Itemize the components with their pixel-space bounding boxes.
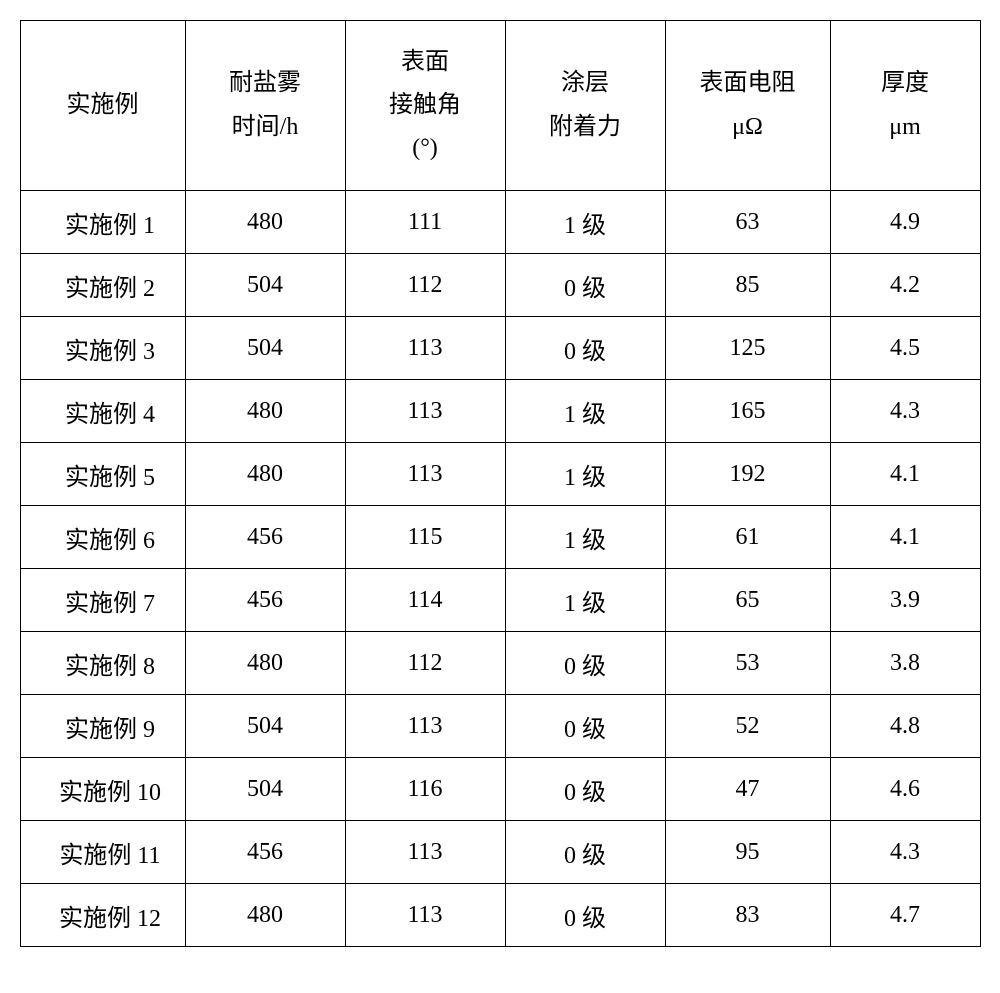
table-cell: 65 bbox=[665, 569, 830, 632]
table-cell: 113 bbox=[345, 695, 505, 758]
table-cell: 4.2 bbox=[830, 254, 980, 317]
table-cell: 63 bbox=[665, 191, 830, 254]
table-cell: 480 bbox=[185, 380, 345, 443]
table-cell: 实施例 7 bbox=[20, 569, 185, 632]
table-cell: 实施例 1 bbox=[20, 191, 185, 254]
table-cell: 192 bbox=[665, 443, 830, 506]
table-cell: 4.9 bbox=[830, 191, 980, 254]
table-cell: 实施例 12 bbox=[20, 884, 185, 947]
table-cell: 1 级 bbox=[505, 191, 665, 254]
table-cell: 4.8 bbox=[830, 695, 980, 758]
table-row: 实施例 124801130 级834.7 bbox=[20, 884, 980, 947]
header-cell-thickness: 厚度μm bbox=[830, 21, 980, 191]
table-row: 实施例 114561130 级954.3 bbox=[20, 821, 980, 884]
table-cell: 4.5 bbox=[830, 317, 980, 380]
table-cell: 4.7 bbox=[830, 884, 980, 947]
table-cell: 实施例 5 bbox=[20, 443, 185, 506]
table-cell: 1 级 bbox=[505, 506, 665, 569]
table-cell: 95 bbox=[665, 821, 830, 884]
table-cell: 112 bbox=[345, 254, 505, 317]
table-cell: 4.6 bbox=[830, 758, 980, 821]
header-cell-adhesion: 涂层附着力 bbox=[505, 21, 665, 191]
header-cell-example: 实施例 bbox=[20, 21, 185, 191]
data-table: 实施例 耐盐雾时间/h 表面接触角(°) 涂层附着力 表面电阻μΩ 厚度μm 实… bbox=[20, 20, 981, 947]
table-cell: 504 bbox=[185, 695, 345, 758]
table-cell: 实施例 2 bbox=[20, 254, 185, 317]
table-row: 实施例 105041160 级474.6 bbox=[20, 758, 980, 821]
table-cell: 112 bbox=[345, 632, 505, 695]
table-cell: 实施例 8 bbox=[20, 632, 185, 695]
table-cell: 0 级 bbox=[505, 884, 665, 947]
table-cell: 0 级 bbox=[505, 758, 665, 821]
table-row: 实施例 74561141 级653.9 bbox=[20, 569, 980, 632]
table-cell: 456 bbox=[185, 506, 345, 569]
table-cell: 3.9 bbox=[830, 569, 980, 632]
table-cell: 480 bbox=[185, 443, 345, 506]
table-cell: 4.3 bbox=[830, 380, 980, 443]
table-cell: 实施例 6 bbox=[20, 506, 185, 569]
table-cell: 1 级 bbox=[505, 380, 665, 443]
table-row: 实施例 54801131 级1924.1 bbox=[20, 443, 980, 506]
table-row: 实施例 84801120 级533.8 bbox=[20, 632, 980, 695]
table-cell: 504 bbox=[185, 758, 345, 821]
table-row: 实施例 95041130 级524.8 bbox=[20, 695, 980, 758]
table-cell: 504 bbox=[185, 254, 345, 317]
table-cell: 4.1 bbox=[830, 506, 980, 569]
table-row: 实施例 25041120 级854.2 bbox=[20, 254, 980, 317]
header-cell-salt-spray: 耐盐雾时间/h bbox=[185, 21, 345, 191]
table-body: 实施例 14801111 级634.9实施例 25041120 级854.2实施… bbox=[20, 191, 980, 947]
table-cell: 113 bbox=[345, 380, 505, 443]
table-cell: 480 bbox=[185, 191, 345, 254]
table-cell: 113 bbox=[345, 443, 505, 506]
table-cell: 125 bbox=[665, 317, 830, 380]
header-row: 实施例 耐盐雾时间/h 表面接触角(°) 涂层附着力 表面电阻μΩ 厚度μm bbox=[20, 21, 980, 191]
table-cell: 0 级 bbox=[505, 632, 665, 695]
table-cell: 111 bbox=[345, 191, 505, 254]
table-cell: 115 bbox=[345, 506, 505, 569]
table-header: 实施例 耐盐雾时间/h 表面接触角(°) 涂层附着力 表面电阻μΩ 厚度μm bbox=[20, 21, 980, 191]
header-cell-contact-angle: 表面接触角(°) bbox=[345, 21, 505, 191]
table-cell: 113 bbox=[345, 821, 505, 884]
table-cell: 83 bbox=[665, 884, 830, 947]
table-cell: 165 bbox=[665, 380, 830, 443]
table-cell: 85 bbox=[665, 254, 830, 317]
table-cell: 504 bbox=[185, 317, 345, 380]
table-row: 实施例 35041130 级1254.5 bbox=[20, 317, 980, 380]
table-cell: 52 bbox=[665, 695, 830, 758]
header-cell-resistance: 表面电阻μΩ bbox=[665, 21, 830, 191]
table-cell: 实施例 11 bbox=[20, 821, 185, 884]
table-row: 实施例 44801131 级1654.3 bbox=[20, 380, 980, 443]
table-cell: 456 bbox=[185, 821, 345, 884]
table-cell: 4.1 bbox=[830, 443, 980, 506]
table-cell: 0 级 bbox=[505, 821, 665, 884]
table-cell: 47 bbox=[665, 758, 830, 821]
table-cell: 114 bbox=[345, 569, 505, 632]
table-cell: 61 bbox=[665, 506, 830, 569]
table-cell: 3.8 bbox=[830, 632, 980, 695]
table-cell: 实施例 9 bbox=[20, 695, 185, 758]
table-cell: 实施例 10 bbox=[20, 758, 185, 821]
table-row: 实施例 14801111 级634.9 bbox=[20, 191, 980, 254]
table-cell: 1 级 bbox=[505, 443, 665, 506]
table-cell: 实施例 4 bbox=[20, 380, 185, 443]
table-cell: 1 级 bbox=[505, 569, 665, 632]
table-cell: 113 bbox=[345, 884, 505, 947]
table-cell: 0 级 bbox=[505, 317, 665, 380]
table-cell: 480 bbox=[185, 884, 345, 947]
table-cell: 480 bbox=[185, 632, 345, 695]
table-cell: 0 级 bbox=[505, 695, 665, 758]
table-cell: 实施例 3 bbox=[20, 317, 185, 380]
table-cell: 53 bbox=[665, 632, 830, 695]
table-cell: 456 bbox=[185, 569, 345, 632]
table-cell: 4.3 bbox=[830, 821, 980, 884]
table-row: 实施例 64561151 级614.1 bbox=[20, 506, 980, 569]
table-cell: 0 级 bbox=[505, 254, 665, 317]
table-cell: 113 bbox=[345, 317, 505, 380]
table-cell: 116 bbox=[345, 758, 505, 821]
